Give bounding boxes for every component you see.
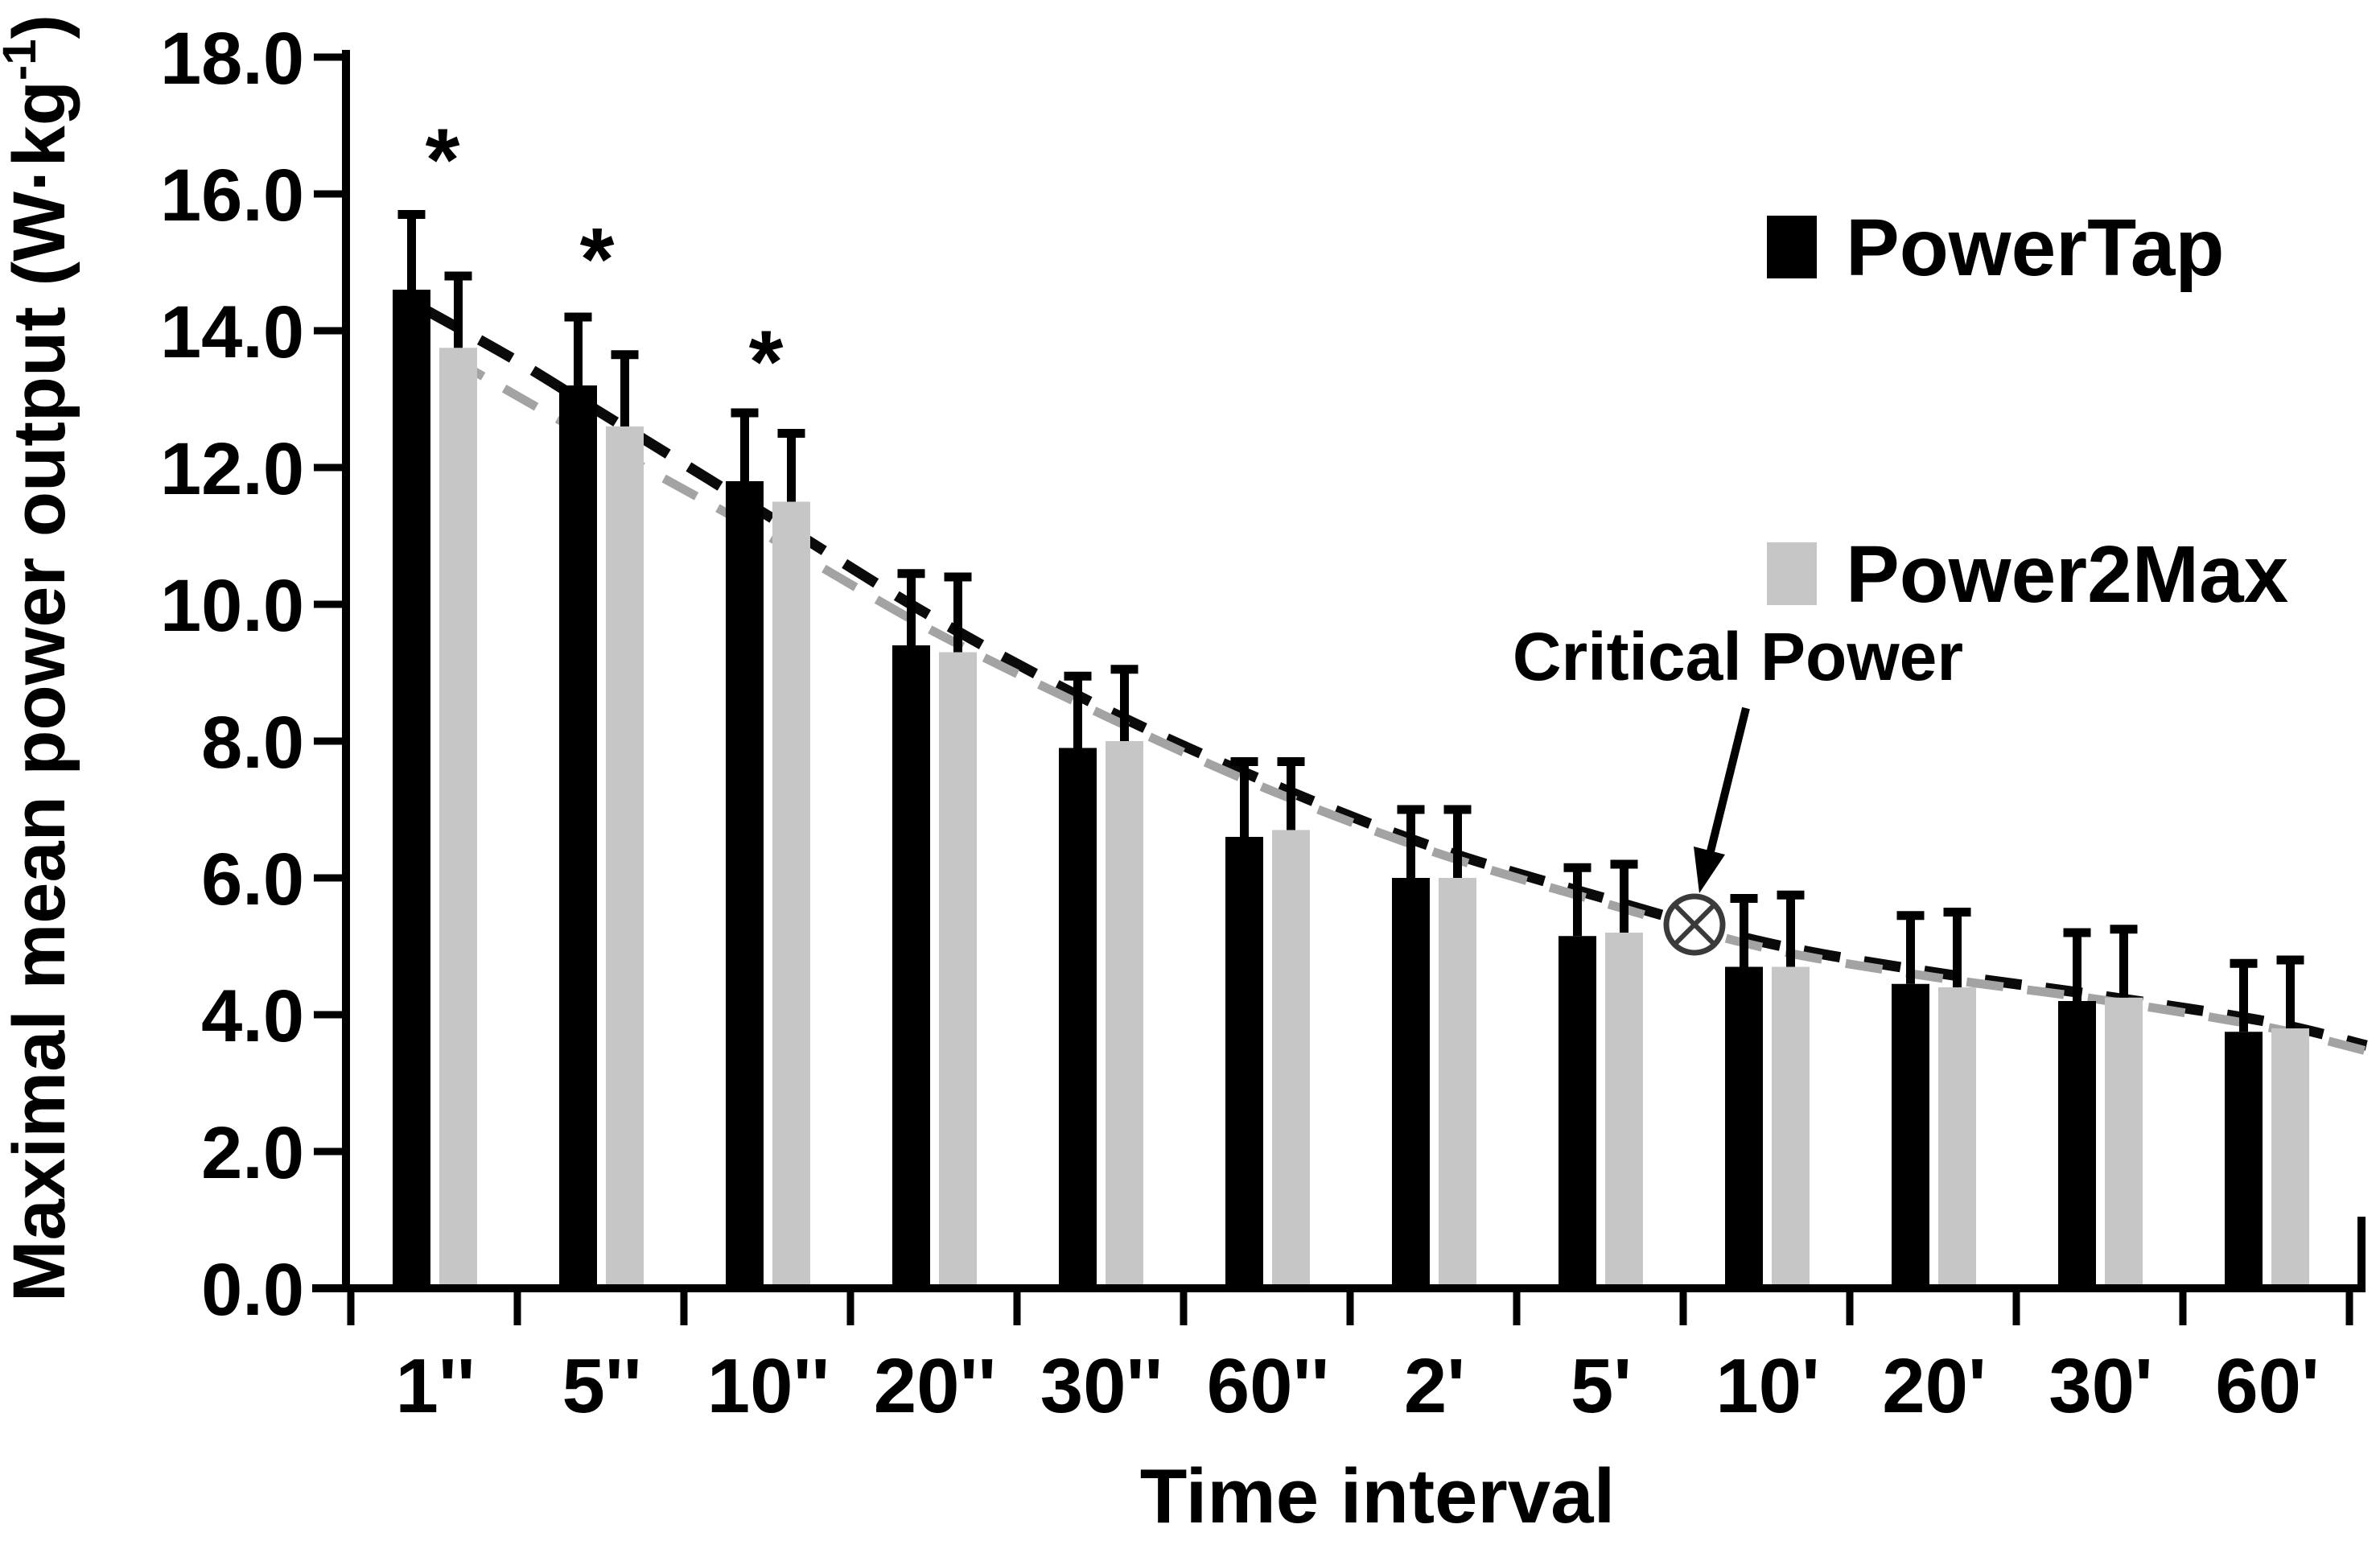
x-tick-label: 1''	[395, 1343, 475, 1429]
bar-power2max-1''	[439, 348, 477, 1288]
x-tick-label: 10'	[1715, 1343, 1820, 1429]
bar-power2max-10'	[1772, 966, 1810, 1288]
y-tick-label: 0.0	[201, 1249, 304, 1331]
critical-power-annotation: Critical Power	[1513, 619, 1963, 956]
y-tick-label: 8.0	[201, 702, 304, 784]
y-tick-label: 12.0	[160, 428, 304, 510]
bar-power2max-60''	[1272, 830, 1310, 1288]
bar-powertap-10'	[1725, 966, 1763, 1288]
legend-label-power2max: Power2Max	[1846, 529, 2288, 620]
x-tick-label: 10''	[707, 1343, 830, 1429]
y-tick-label: 18.0	[160, 18, 304, 100]
bar-powertap-10''	[726, 481, 764, 1288]
significance-asterisk-1'': *	[426, 111, 460, 210]
x-tick-label: 30''	[1040, 1343, 1163, 1429]
bar-power2max-5''	[606, 426, 644, 1288]
legend-swatch-power2max	[1767, 542, 1817, 605]
bar-powertap-2'	[1392, 878, 1430, 1288]
y-tick-label: 16.0	[160, 154, 304, 237]
bar-powertap-30''	[1059, 748, 1097, 1288]
legend-swatch-powertap	[1767, 216, 1817, 278]
x-tick-label: 60'	[2215, 1343, 2320, 1429]
significance-asterisk-10'': *	[749, 312, 784, 411]
x-tick-label: 20'	[1882, 1343, 1987, 1429]
legend-label-powertap: PowerTap	[1846, 203, 2224, 293]
significance-asterisk-5'': *	[580, 210, 615, 309]
legend: PowerTap Power2Max	[1767, 203, 2288, 620]
bar-powertap-1''	[393, 290, 430, 1288]
bar-power2max-30''	[1106, 741, 1143, 1288]
bar-powertap-60'	[2225, 1032, 2263, 1288]
bar-powertap-30'	[2058, 1001, 2096, 1288]
y-tick-label: 2.0	[201, 1112, 304, 1194]
y-axis-title: Maximal mean power output (W·kg-1)	[0, 14, 80, 1302]
x-tick-label: 2'	[1404, 1343, 1465, 1429]
x-tick-label: 5'	[1571, 1343, 1632, 1429]
bar-powertap-5'	[1559, 936, 1596, 1288]
bar-power2max-20''	[939, 652, 977, 1288]
bar-power2max-2'	[1439, 878, 1476, 1288]
bar-powertap-5''	[559, 385, 597, 1288]
arrowhead-icon	[1694, 847, 1725, 893]
bar-power2max-30'	[2105, 997, 2143, 1288]
y-tick-label: 6.0	[201, 838, 304, 921]
bar-power2max-5'	[1605, 933, 1643, 1288]
bar-power2max-60'	[2271, 1028, 2309, 1288]
x-tick-label: 60''	[1207, 1343, 1329, 1429]
x-tick-label: 20''	[874, 1343, 996, 1429]
critical-power-arrow	[1706, 707, 1750, 856]
y-tick-label: 10.0	[160, 565, 304, 647]
x-axis-title: Time interval	[1140, 1453, 1615, 1539]
bar-power2max-20'	[1938, 987, 1976, 1288]
y-tick-label: 14.0	[160, 291, 304, 373]
bar-power2max-10''	[772, 501, 810, 1288]
x-tick-label: 30'	[2049, 1343, 2153, 1429]
y-tick-label: 4.0	[201, 975, 304, 1057]
x-tick-label: 5''	[562, 1343, 641, 1429]
bar-powertap-20''	[892, 645, 930, 1288]
circled-x-icon	[1663, 893, 1726, 956]
critical-power-label: Critical Power	[1513, 619, 1963, 694]
bar-powertap-60''	[1225, 837, 1263, 1288]
trend-line-power2max	[448, 354, 2368, 1056]
bar-powertap-20'	[1892, 983, 1929, 1288]
